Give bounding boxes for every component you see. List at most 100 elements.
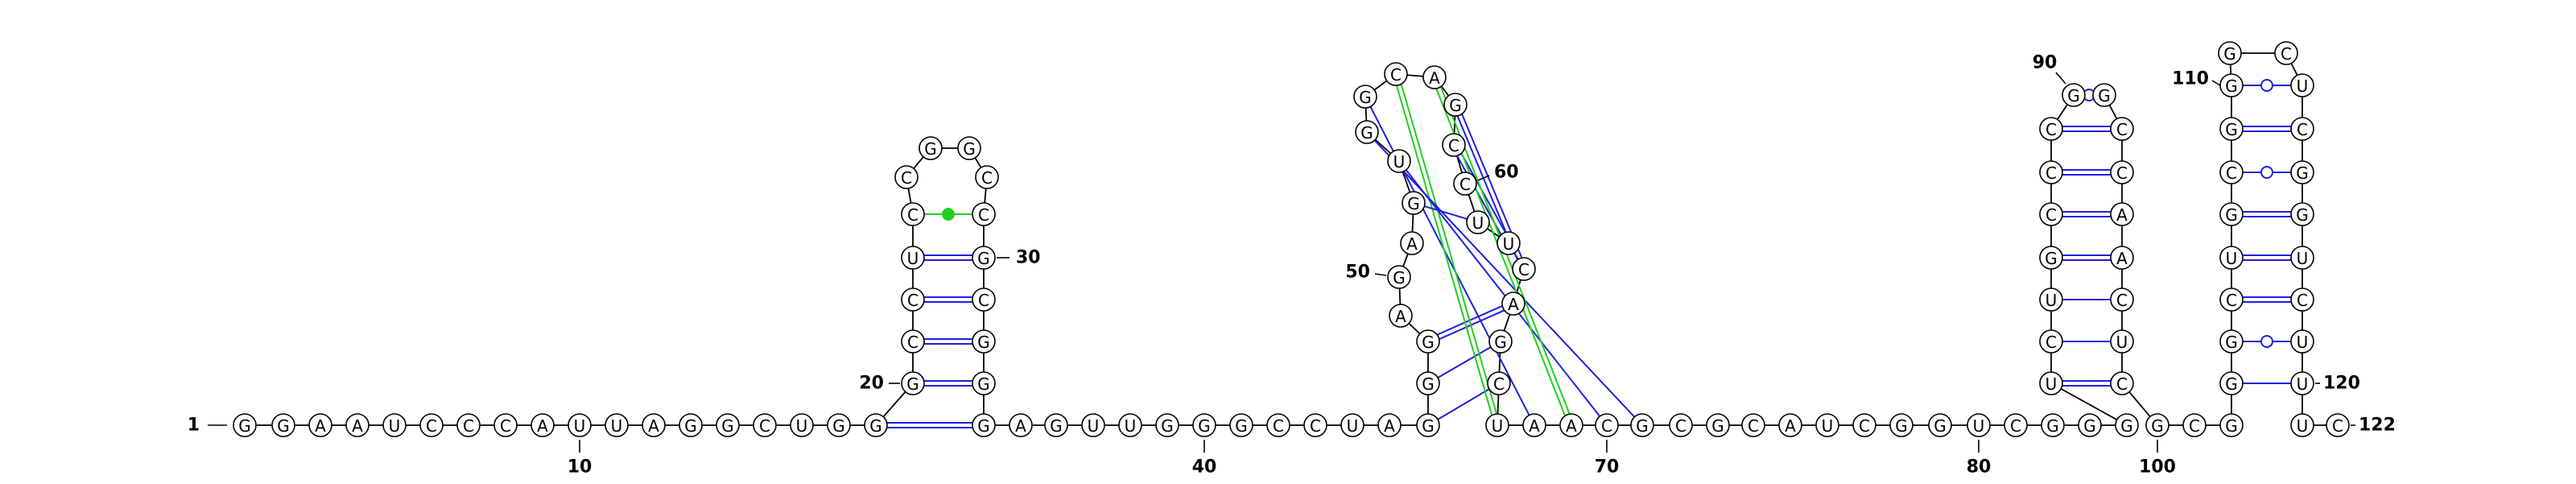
nucleotide-circle bbox=[1595, 413, 1619, 437]
nucleotide-circle bbox=[2290, 117, 2314, 141]
nucleotide: C bbox=[753, 413, 777, 437]
position-label: 90 bbox=[2033, 53, 2058, 73]
nucleotide-letter: A bbox=[537, 416, 548, 436]
nucleotide-circle bbox=[1384, 62, 1408, 86]
nucleotide-letter: A bbox=[648, 416, 659, 436]
nucleotide-letter: C bbox=[1518, 260, 1530, 279]
nucleotide: U bbox=[1967, 413, 1991, 437]
nucleotide-circle bbox=[901, 246, 925, 270]
nucleotide-letter: G bbox=[1636, 416, 1649, 436]
nucleotide-letter: C bbox=[2046, 333, 2057, 352]
nucleotide-circle bbox=[2115, 413, 2139, 437]
nucleotide: C bbox=[2039, 202, 2063, 226]
nucleotide-letter: C bbox=[2116, 374, 2128, 394]
nucleotide-letter: G bbox=[1422, 416, 1435, 436]
nucleotide-letter: C bbox=[2116, 120, 2128, 139]
nucleotide: G bbox=[1355, 120, 1379, 144]
nucleotide-letter: G bbox=[1407, 194, 1420, 213]
nucleotide-letter: G bbox=[1422, 374, 1435, 394]
nucleotide: G bbox=[2062, 83, 2086, 107]
nucleotide-circle bbox=[2218, 41, 2242, 65]
nucleotide-circle bbox=[1928, 413, 1952, 437]
nucleotide: C bbox=[2182, 413, 2207, 437]
nucleotide-circle bbox=[1487, 371, 1511, 395]
nucleotide-circle bbox=[901, 371, 925, 395]
nucleotide: U bbox=[790, 413, 814, 437]
nucleotide-circle bbox=[1416, 329, 1440, 354]
nucleotide-circle bbox=[345, 413, 369, 437]
nucleotide-letter: G bbox=[1050, 416, 1063, 436]
nucleotide-circle bbox=[1081, 413, 1105, 437]
nucleotide: A bbox=[1389, 304, 1413, 328]
nucleotide-circle bbox=[493, 413, 518, 437]
nucleotide: U bbox=[2290, 371, 2314, 395]
nucleotide-circle bbox=[2219, 413, 2244, 437]
nucleotide-circle bbox=[2004, 413, 2028, 437]
watson-crick-pair bbox=[1439, 309, 1505, 340]
nucleotide-letter: A bbox=[1785, 416, 1796, 436]
nucleotide: U bbox=[1118, 413, 1142, 437]
base-pair-layer bbox=[887, 79, 2291, 428]
nucleotide-circle bbox=[1889, 413, 1913, 437]
nucleotide: G bbox=[271, 413, 295, 437]
nucleotide-circle bbox=[2039, 329, 2063, 354]
nucleotide: G bbox=[233, 413, 257, 437]
nucleotide-letter: G bbox=[1198, 416, 1211, 436]
nucleotide: C bbox=[493, 413, 518, 437]
nucleotide-circle bbox=[1192, 413, 1216, 437]
nucleotide: G bbox=[972, 413, 996, 437]
nucleotide: A bbox=[345, 413, 369, 437]
nucleotide-letter: C bbox=[2189, 416, 2200, 436]
nucleotide-circle bbox=[1741, 413, 1765, 437]
nucleotide: C bbox=[901, 329, 925, 354]
nucleotide: G bbox=[2078, 413, 2102, 437]
nucleotide: U bbox=[2290, 73, 2314, 97]
nucleotide-circle bbox=[827, 413, 851, 437]
nucleotide-circle bbox=[972, 288, 996, 312]
nucleotide-circle bbox=[1400, 231, 1424, 255]
nucleotide-circle bbox=[753, 413, 777, 437]
nucleotide-circle bbox=[972, 246, 996, 270]
nucleotide-circle bbox=[568, 413, 592, 437]
nucleotide: C bbox=[456, 413, 481, 437]
nucleotide: G bbox=[1706, 413, 1730, 437]
nucleotide-letter: U bbox=[796, 416, 808, 436]
nucleotide: C bbox=[2219, 288, 2244, 312]
nucleotide-letter: A bbox=[1429, 68, 1440, 88]
nucleotide: G bbox=[2290, 160, 2314, 184]
nucleotide-circle bbox=[2110, 246, 2134, 270]
nucleotide-circle bbox=[2078, 413, 2102, 437]
base-pair-line bbox=[1405, 169, 1601, 417]
position-label: 40 bbox=[1192, 457, 1217, 478]
nucleotide: U bbox=[1081, 413, 1105, 437]
nucleotide: G bbox=[2041, 413, 2065, 437]
nucleotide-circle bbox=[456, 413, 481, 437]
nucleotide-circle bbox=[1559, 413, 1583, 437]
nucleotide-circle bbox=[1229, 413, 1253, 437]
nucleotide: A bbox=[642, 413, 666, 437]
nucleotide-circle bbox=[2039, 246, 2063, 270]
nucleotide-circle bbox=[1778, 413, 1802, 437]
nucleotide-circle bbox=[308, 413, 332, 437]
nucleotide-letter: G bbox=[2083, 416, 2096, 436]
nucleotide-letter: U bbox=[1088, 416, 1100, 436]
nucleotide-circle bbox=[2290, 329, 2314, 354]
nucleotide: C bbox=[972, 288, 996, 312]
nucleotide-circle bbox=[2092, 83, 2116, 107]
nucleotide-circle bbox=[2039, 371, 2063, 395]
nucleotide: G bbox=[901, 371, 925, 395]
nucleotide-letter: U bbox=[574, 416, 586, 436]
position-label: 10 bbox=[568, 457, 592, 478]
nucleotide-circle bbox=[2290, 288, 2314, 312]
nucleotide: C bbox=[2326, 413, 2350, 437]
nucleotide-letter: G bbox=[721, 416, 734, 436]
nucleotide-letter: A bbox=[1015, 416, 1026, 436]
nucleotide: A bbox=[2110, 202, 2134, 226]
nucleotide-circle bbox=[1496, 231, 1521, 255]
nucleotide-letter: G bbox=[1359, 88, 1372, 107]
position-label: 70 bbox=[1595, 457, 1620, 478]
nucleotide-letter: G bbox=[1449, 96, 1462, 115]
nucleotide-circle bbox=[1009, 413, 1033, 437]
nucleotide: U bbox=[2290, 413, 2314, 437]
nucleotide-circle bbox=[419, 413, 444, 437]
